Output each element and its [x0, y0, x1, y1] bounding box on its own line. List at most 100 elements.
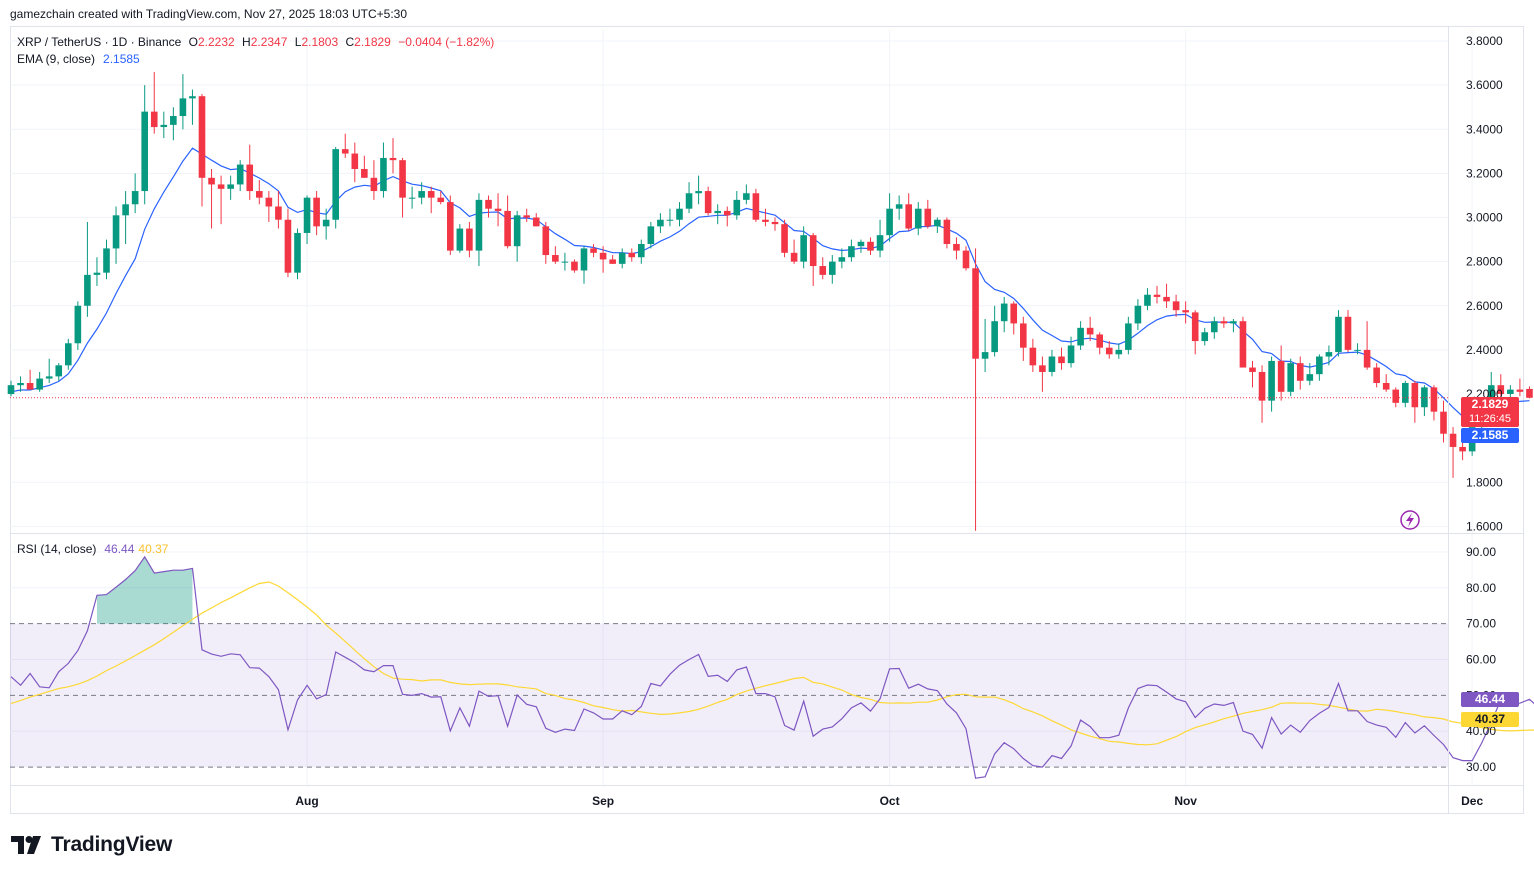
- candle-body: [685, 193, 693, 209]
- candle-body: [1449, 433, 1457, 447]
- candle-body: [227, 184, 234, 189]
- candle-body: [1144, 294, 1151, 306]
- rsi-ma-value: 40.37: [138, 542, 169, 556]
- candle-body: [676, 208, 683, 220]
- candle-body: [762, 219, 769, 222]
- candle-body: [829, 261, 836, 275]
- rsi-ma-line: [10, 581, 1534, 746]
- candle-body: [752, 193, 760, 220]
- candle-body: [1153, 294, 1161, 297]
- candle-body: [666, 219, 674, 221]
- price-tick-label: 2.8000: [1466, 255, 1503, 269]
- candle-body: [1230, 321, 1237, 324]
- candle-body: [1392, 389, 1400, 403]
- rsi-tick-label: 80.00: [1466, 581, 1496, 595]
- candle-body: [198, 96, 206, 178]
- candle-body: [638, 243, 645, 258]
- candle-body: [1497, 385, 1505, 395]
- candle-body: [1086, 327, 1094, 335]
- candle-body: [1058, 356, 1065, 364]
- candle-body: [179, 98, 187, 117]
- candle-body: [55, 365, 63, 377]
- candle-body: [246, 164, 254, 192]
- candle-body: [1507, 389, 1514, 395]
- candle-body: [1039, 365, 1046, 372]
- candle-body: [580, 248, 588, 271]
- rsi-tick-label: 40.00: [1466, 724, 1496, 738]
- price-tick-label: 1.8000: [1466, 475, 1503, 489]
- rsi-overbought-fill: [96, 556, 193, 624]
- candle-body: [1258, 371, 1266, 401]
- candle-body: [914, 208, 922, 229]
- candle-body: [886, 208, 893, 236]
- candle-body: [93, 272, 101, 275]
- ema-legend[interactable]: EMA (9, close) 2.1585: [17, 52, 144, 66]
- candle-body: [389, 157, 397, 161]
- candle-body: [542, 226, 550, 256]
- candle-body: [84, 274, 91, 306]
- price-tick-label: 2.6000: [1466, 299, 1503, 313]
- rsi-bands: [10, 623, 1448, 768]
- lightning-icon[interactable]: [1400, 510, 1420, 530]
- candle-body: [380, 157, 387, 192]
- price-tick-label: 2.4000: [1466, 343, 1503, 357]
- candle-body: [1287, 363, 1294, 392]
- candle-body: [924, 208, 932, 227]
- candle-body: [1239, 321, 1247, 368]
- candle-body: [657, 219, 664, 227]
- candle-body: [1411, 382, 1419, 408]
- candle-body: [723, 210, 731, 216]
- candle-body: [628, 252, 636, 258]
- rsi-legend[interactable]: RSI (14, close) 46.44 40.37: [17, 542, 172, 556]
- last-price-value: 2.1829: [1471, 397, 1509, 411]
- candle-body: [45, 376, 53, 379]
- candle-body: [733, 199, 741, 216]
- rsi-tick-label: 70.00: [1466, 617, 1496, 631]
- candle-body: [1249, 367, 1256, 372]
- candle-body: [217, 184, 225, 189]
- candle-body: [647, 226, 655, 244]
- candle-body: [1105, 347, 1113, 355]
- candle-body: [1220, 321, 1228, 324]
- candle-body: [532, 217, 540, 227]
- candle-body: [1172, 301, 1180, 311]
- candle-body: [150, 111, 158, 128]
- candle-body: [112, 215, 120, 249]
- symbol-title[interactable]: XRP / TetherUS · 1D · Binance: [17, 35, 182, 49]
- rsi-tick-label: 30.00: [1466, 760, 1496, 774]
- candle-body: [714, 210, 721, 214]
- tradingview-logo[interactable]: TradingView: [11, 833, 172, 857]
- candle-body: [141, 111, 148, 192]
- close-value: 2.1829: [354, 35, 391, 49]
- rsi-ma-tag: 40.37: [1461, 712, 1519, 727]
- candle-body: [437, 197, 445, 203]
- candle-body: [313, 197, 320, 227]
- price-tick-label: 3.8000: [1466, 34, 1503, 48]
- candle-body: [1029, 347, 1037, 366]
- ema-value: 2.1585: [103, 52, 140, 66]
- candle-body: [1306, 374, 1314, 381]
- candle-body: [36, 378, 43, 390]
- price-tick-label: 3.0000: [1466, 211, 1503, 225]
- close-label: C: [345, 35, 355, 49]
- candle-body: [1077, 327, 1084, 346]
- candle-body: [1459, 446, 1466, 452]
- candle-body: [618, 252, 626, 264]
- candle-body: [1316, 356, 1323, 375]
- ema-label: EMA (9, close): [17, 52, 96, 66]
- candle-body: [399, 160, 406, 198]
- candle-body: [351, 153, 359, 169]
- candle-body: [427, 191, 435, 198]
- candle-body: [1335, 316, 1342, 353]
- attribution-header: gamezchain created with TradingView.com,…: [10, 7, 408, 21]
- candle-body: [236, 164, 244, 185]
- candle-body: [599, 252, 607, 260]
- candle-body: [408, 197, 416, 199]
- candle-body: [590, 248, 597, 253]
- candle-body: [838, 257, 846, 262]
- low-value: 2.1803: [301, 35, 339, 49]
- candle-body: [1020, 323, 1027, 348]
- candle-body: [418, 191, 425, 198]
- candle-body: [571, 261, 578, 271]
